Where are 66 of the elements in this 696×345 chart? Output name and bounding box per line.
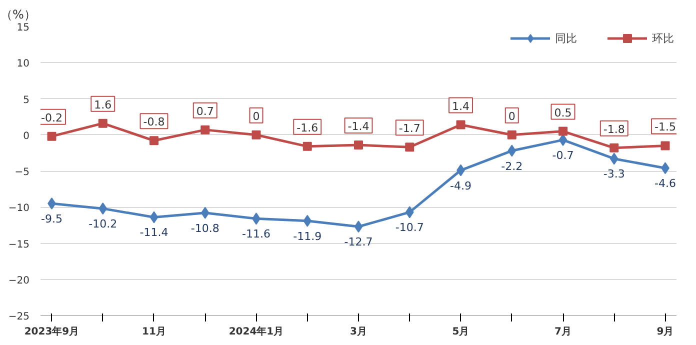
point [354, 220, 363, 233]
point [98, 202, 108, 215]
data-label: 0.7 [196, 104, 214, 118]
y-tick-label: 15 [16, 22, 30, 34]
data-label: -10.8 [190, 222, 220, 235]
data-label: 0.5 [554, 106, 572, 120]
point [200, 206, 210, 219]
data-label: -1.5 [654, 120, 676, 134]
point [508, 144, 516, 157]
point [150, 211, 158, 224]
x-tick-label: 7月 [554, 326, 572, 338]
y-tick-label: −25 [8, 312, 30, 322]
y-tick-label: 0 [23, 130, 30, 142]
x-tick-label: 2023年9月 [24, 326, 80, 338]
y-tick-label: 5 [23, 94, 30, 106]
data-label: -2.2 [501, 160, 523, 173]
point [252, 130, 261, 140]
data-label: -3.3 [603, 168, 625, 181]
point [405, 142, 414, 152]
data-label: -1.4 [348, 120, 370, 133]
point [405, 206, 414, 218]
point [456, 120, 466, 130]
data-label: -9.5 [41, 212, 62, 226]
y-tick-label: −10 [8, 203, 30, 214]
y-tick-label: −5 [14, 167, 30, 178]
data-label: 0 [252, 110, 260, 123]
point [303, 214, 312, 227]
point [47, 132, 56, 141]
data-label: -11.4 [140, 226, 168, 240]
x-tick-label: 3月 [350, 326, 367, 338]
point [507, 130, 516, 140]
data-label: -0.2 [41, 111, 62, 124]
point [558, 126, 568, 136]
y-tick-label: −20 [8, 275, 30, 286]
data-label: 0 [508, 110, 516, 123]
data-label: -0.7 [552, 148, 574, 162]
data-label: -1.7 [398, 122, 420, 136]
data-label: -11.9 [293, 230, 322, 243]
data-label: -11.6 [242, 228, 270, 241]
y-tick-label: 10 [16, 58, 30, 70]
y-tick-label: −15 [8, 239, 30, 250]
data-label: -12.7 [344, 236, 373, 249]
point [98, 118, 108, 128]
point [200, 125, 210, 134]
data-label: 1.6 [94, 98, 112, 112]
x-tick-label: 5月 [452, 326, 470, 338]
legend-label: 环比 [652, 30, 674, 46]
data-label: -1.6 [296, 121, 318, 134]
point [610, 152, 618, 165]
point [302, 142, 312, 151]
y-axis-title: （%） [0, 8, 36, 22]
data-label: -4.6 [654, 177, 676, 190]
x-tick-label: 11月 [142, 326, 166, 338]
point [354, 140, 363, 150]
point [660, 141, 670, 150]
point [150, 136, 158, 146]
x-tick-label: 9月 [656, 326, 674, 338]
data-label: -0.8 [143, 116, 165, 129]
data-label: -1.8 [603, 122, 625, 136]
x-tick-label: 2024年1月 [228, 326, 284, 338]
data-label: -10.7 [395, 221, 424, 234]
legend-label: 同比 [555, 30, 577, 46]
data-label: -10.2 [88, 218, 118, 231]
data-label: 1.4 [452, 100, 470, 113]
data-label: -4.9 [450, 179, 472, 192]
point [610, 143, 619, 152]
